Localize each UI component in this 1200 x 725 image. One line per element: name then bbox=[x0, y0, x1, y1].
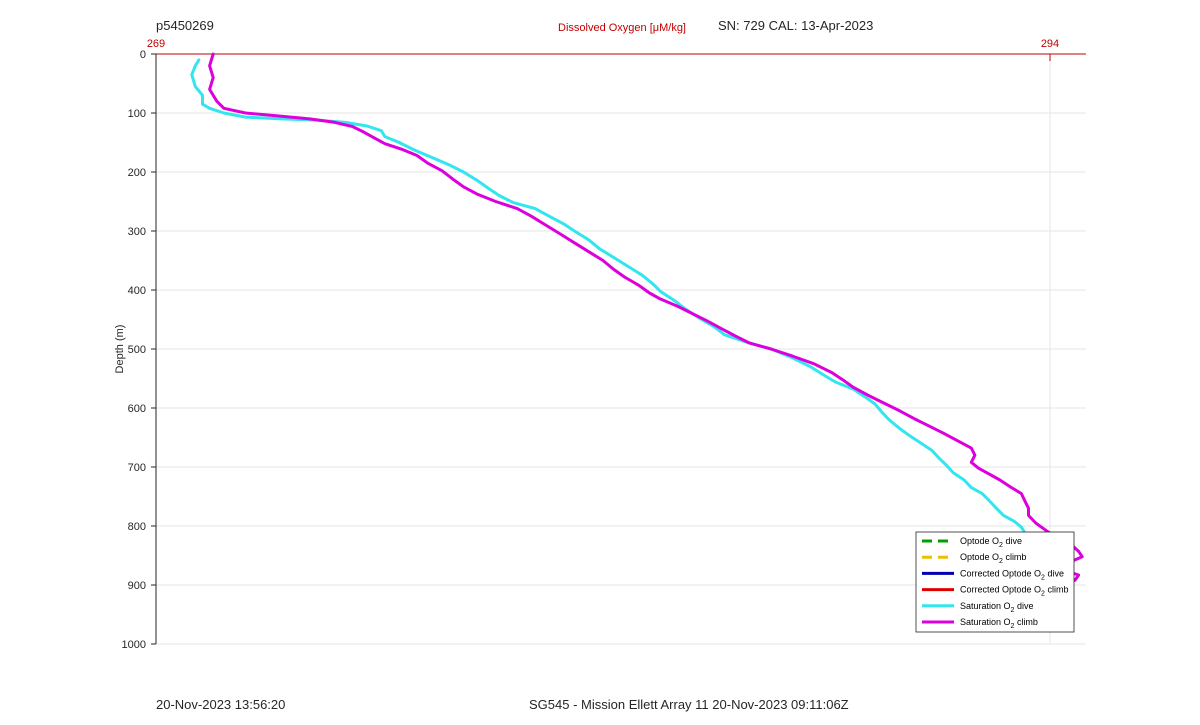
legend-entry-label: Corrected Optode O2 dive bbox=[960, 568, 1064, 581]
y-tick-label: 900 bbox=[128, 580, 146, 592]
series-line-saturation-o2-dive bbox=[190, 58, 1059, 581]
footer-mission: SG545 - Mission Ellett Array 11 20-Nov-2… bbox=[529, 697, 849, 712]
y-tick-label: 500 bbox=[128, 344, 146, 356]
y-tick-label: 200 bbox=[128, 167, 146, 179]
y-tick-label: 300 bbox=[128, 226, 146, 238]
y-tick-label: 400 bbox=[128, 285, 146, 297]
axes: 0 100 200 300 400 500 600 700 800 900 1000 269 294 De… bbox=[114, 38, 1086, 651]
legend-entry-label: Saturation O2 climb bbox=[960, 617, 1038, 630]
serial-calibration: SN: 729 CAL: 13-Apr-2023 bbox=[718, 18, 874, 33]
y-tick-label: 800 bbox=[128, 521, 146, 533]
series-line-saturation-o2-climb bbox=[208, 52, 1084, 582]
legend-entry-label: Optode O2 dive bbox=[960, 536, 1022, 549]
legend-entry-label: Optode O2 climb bbox=[960, 552, 1026, 565]
y-tick-label: 1000 bbox=[122, 639, 146, 651]
legend-box bbox=[915, 531, 1075, 633]
series-layer bbox=[190, 52, 1084, 582]
y-tick-label: 100 bbox=[128, 108, 146, 120]
footer-date: 20-Nov-2023 13:56:20 bbox=[156, 697, 286, 712]
legend-entry-label: Saturation O2 dive bbox=[960, 601, 1033, 614]
plot-id: p5450269 bbox=[156, 18, 214, 33]
y-tick-label: 600 bbox=[128, 403, 146, 415]
y-tick-label: 700 bbox=[128, 462, 146, 474]
chart-title: Dissolved Oxygen [μM/kg] bbox=[558, 22, 686, 34]
legend-entry-label: Corrected Optode O2 climb bbox=[960, 585, 1068, 598]
x-tick-label: 294 bbox=[1041, 38, 1059, 50]
y-tick-label: 0 bbox=[140, 49, 146, 61]
x-tick-label: 269 bbox=[147, 38, 165, 50]
y-axis-label: Depth (m) bbox=[114, 325, 126, 374]
legend: Optode O2 dive Optode O2 climb Corrected O… bbox=[915, 531, 1075, 633]
